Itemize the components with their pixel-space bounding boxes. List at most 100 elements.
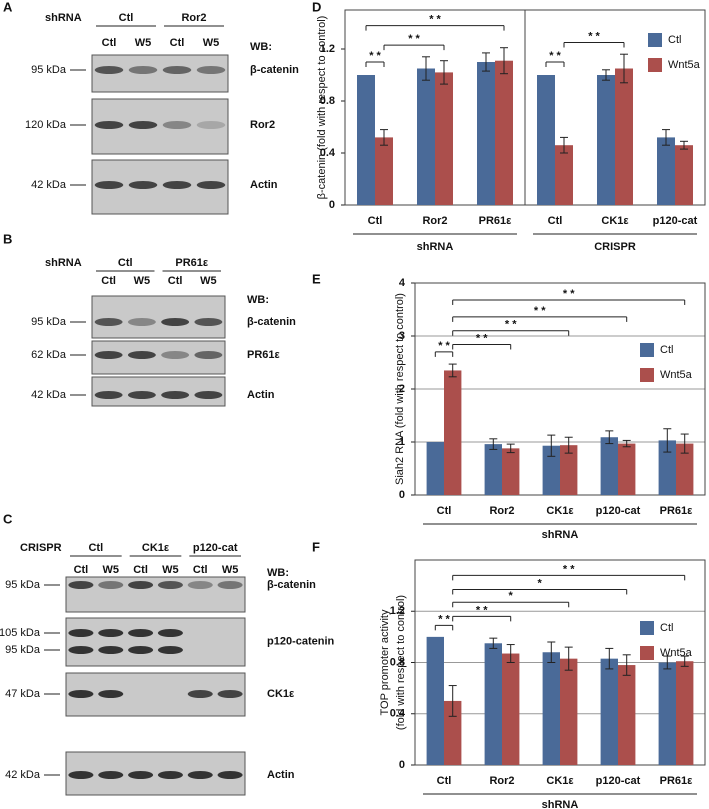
band <box>94 181 124 189</box>
band <box>161 351 190 359</box>
group-label: PR61ε <box>175 257 209 269</box>
band <box>196 181 226 189</box>
band <box>187 690 213 698</box>
kda-marker: 95 kDa <box>5 644 41 656</box>
bar <box>444 370 462 495</box>
significance-label: * <box>509 590 514 602</box>
panel-letter: E <box>312 271 321 286</box>
x-tick-label: CK1ε <box>546 505 574 517</box>
band <box>128 181 158 189</box>
bar <box>675 145 693 205</box>
band <box>128 66 158 74</box>
band <box>127 351 156 359</box>
band <box>98 646 124 654</box>
legend-label: Wnt5a <box>660 647 693 659</box>
band <box>94 66 124 74</box>
x-tick-label: Ctl <box>437 775 452 787</box>
row-label: β-catenin <box>250 64 299 76</box>
error-bar <box>680 140 688 150</box>
x-tick-label: Ror2 <box>489 775 514 787</box>
error-bar <box>622 439 631 448</box>
error-bar <box>663 655 672 670</box>
y-tick-label: 1.2 <box>320 43 335 55</box>
band <box>98 629 124 637</box>
error-bar <box>620 53 628 84</box>
row-label: CK1ε <box>267 688 295 700</box>
lane-label: W5 <box>200 275 217 287</box>
x-tick-label: Ror2 <box>422 215 447 227</box>
bar <box>600 658 618 765</box>
band <box>128 646 154 654</box>
y-tick-label: 1 <box>399 436 405 448</box>
kda-marker: 42 kDa <box>31 179 67 191</box>
significance-label: * * <box>408 33 420 45</box>
error-bar <box>564 646 573 671</box>
band <box>68 771 94 779</box>
significance-label: * * <box>563 288 575 300</box>
panel-letter: F <box>312 539 320 554</box>
bar <box>658 440 676 495</box>
significance-label: * * <box>534 305 546 317</box>
kda-marker: 95 kDa <box>31 316 67 328</box>
error-bar <box>482 52 490 72</box>
significance-label: * * <box>429 14 441 26</box>
row-label: Ror2 <box>250 119 275 131</box>
blot-strip <box>65 576 246 613</box>
bar <box>658 662 676 765</box>
band <box>217 581 243 589</box>
band <box>68 690 94 698</box>
lane-label: W5 <box>203 37 220 49</box>
x-tick-label: Ctl <box>437 505 452 517</box>
x-tick-label: PR61ε <box>660 775 694 787</box>
y-axis-label: Siah2 RNA (fold with respect to control) <box>394 293 406 485</box>
significance-label: * * <box>369 50 381 62</box>
bar <box>676 443 694 495</box>
band <box>217 690 243 698</box>
x-tick-label: CK1ε <box>546 775 574 787</box>
group-label: shRNA <box>417 241 454 253</box>
band <box>161 391 190 399</box>
y-tick-label: 0 <box>399 759 405 771</box>
legend-swatch <box>640 646 654 660</box>
band <box>98 771 124 779</box>
x-axis-label: shRNA <box>542 529 579 541</box>
bar <box>676 661 694 765</box>
band <box>162 181 192 189</box>
error-bar <box>564 436 573 454</box>
blot-header: shRNA <box>45 12 82 24</box>
bar <box>426 442 444 495</box>
row-label: p120-catenin <box>267 635 335 647</box>
significance-label: * * <box>438 340 450 352</box>
lane-label: Ctl <box>168 275 183 287</box>
band <box>157 646 183 654</box>
blot-strip <box>65 672 246 717</box>
y-tick-label: 1.2 <box>390 605 405 617</box>
bar <box>435 72 453 206</box>
x-tick-label: Ctl <box>548 215 563 227</box>
bar <box>542 652 560 765</box>
kda-marker: 42 kDa <box>5 769 41 781</box>
bar <box>502 653 520 765</box>
panel-letter: B <box>3 231 12 246</box>
panel-letter: D <box>312 0 321 14</box>
y-tick-label: 0 <box>329 199 335 211</box>
error-bar <box>506 443 515 454</box>
lane-label: W5 <box>134 275 151 287</box>
legend-swatch <box>640 368 654 382</box>
bar <box>444 700 462 765</box>
error-bar <box>440 60 448 85</box>
bar <box>560 658 578 765</box>
significance-label: * * <box>505 319 517 331</box>
blot-header: CRISPR <box>20 542 62 554</box>
bar <box>357 75 375 205</box>
y-tick-label: 4 <box>399 277 406 289</box>
lane-label: W5 <box>222 564 239 576</box>
bar <box>537 75 555 205</box>
error-bar <box>547 641 556 663</box>
error-bar <box>547 434 556 457</box>
bar <box>600 437 618 495</box>
band <box>162 121 192 129</box>
significance-label: * * <box>476 332 488 344</box>
error-bar <box>622 654 631 676</box>
bar <box>477 62 495 205</box>
